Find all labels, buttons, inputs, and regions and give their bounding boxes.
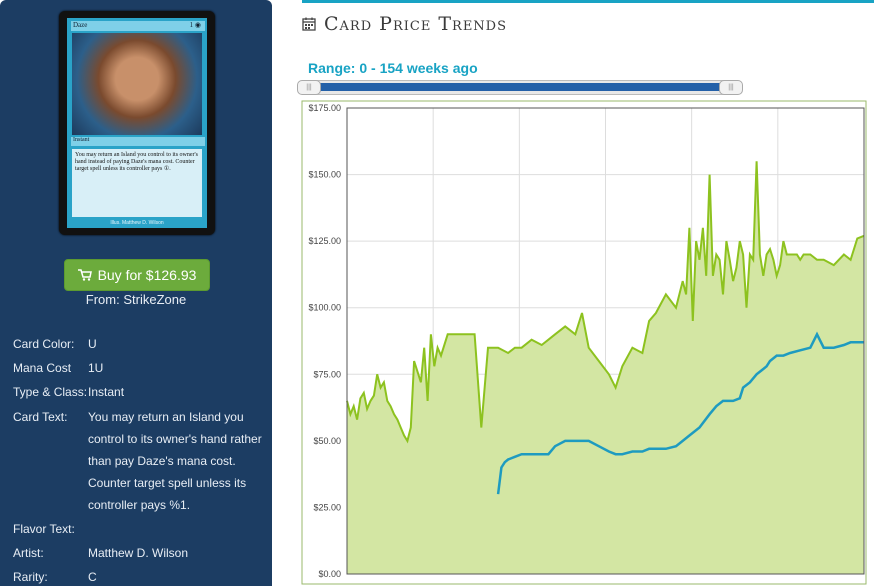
card-type-line: Instant bbox=[71, 137, 205, 146]
range-slider-fill bbox=[311, 83, 729, 91]
section-title: Card Price Trends bbox=[302, 13, 507, 35]
buy-button-label: Buy for $126.93 bbox=[97, 267, 197, 283]
card-image: Daze 1 ◉ Instant You may return an Islan… bbox=[59, 11, 215, 235]
card-name: Daze bbox=[71, 21, 205, 31]
accent-rule bbox=[302, 0, 874, 3]
card-rules-text: You may return an Island you control to … bbox=[72, 149, 202, 217]
y-tick-label: $150.00 bbox=[308, 170, 341, 180]
range-handle-end[interactable]: ||| bbox=[719, 80, 743, 95]
y-tick-label: $50.00 bbox=[313, 436, 341, 446]
series-line-blue bbox=[496, 331, 864, 495]
range-slider[interactable]: ||| ||| bbox=[297, 80, 743, 95]
y-tick-label: $75.00 bbox=[313, 369, 341, 379]
y-tick-label: $175.00 bbox=[308, 103, 341, 113]
card-detail-panel: Daze 1 ◉ Instant You may return an Islan… bbox=[0, 0, 272, 586]
price-chart: $0.00 $25.00 $50.00 $75.00 $100.00 $125.00 $15… bbox=[301, 100, 867, 585]
card-artwork bbox=[72, 33, 202, 135]
series-area-fill bbox=[347, 161, 864, 575]
card-artist-line: Illus. Matthew D. Wilson bbox=[110, 220, 164, 226]
cart-icon bbox=[77, 269, 92, 281]
seller-name: From: StrikeZone bbox=[85, 292, 187, 307]
card-mana-symbol: 1 ◉ bbox=[189, 21, 201, 29]
y-tick-label: $0.00 bbox=[318, 569, 341, 579]
range-handle-start[interactable]: ||| bbox=[297, 80, 321, 95]
calendar-icon bbox=[302, 17, 316, 31]
series-line-green bbox=[346, 161, 865, 444]
range-label: Range: 0 - 154 weeks ago bbox=[308, 60, 478, 76]
section-title-text: Card Price Trends bbox=[324, 13, 508, 35]
plot-border bbox=[346, 107, 865, 575]
y-tick-label: $25.00 bbox=[313, 502, 341, 512]
buy-button[interactable]: Buy for $126.93 bbox=[64, 259, 210, 291]
y-tick-label: $125.00 bbox=[308, 236, 341, 246]
y-tick-label: $100.00 bbox=[308, 303, 341, 313]
chart-frame bbox=[301, 100, 867, 585]
